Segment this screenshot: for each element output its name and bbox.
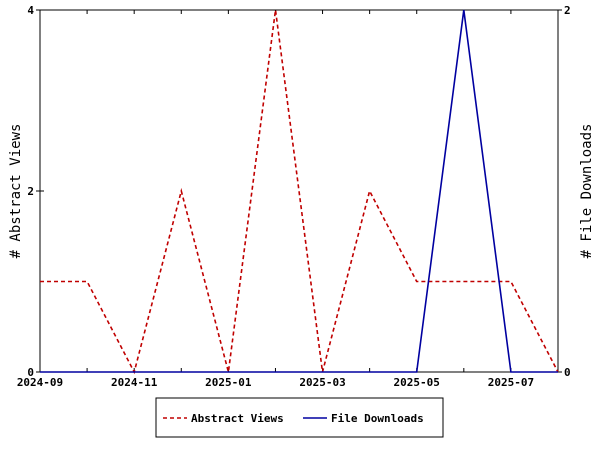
series-line-file-downloads xyxy=(40,9,558,373)
x-tick-label: 2025-05 xyxy=(394,376,440,389)
y-axis-right-title: # File Downloads xyxy=(579,124,595,259)
x-tick-label: 2025-03 xyxy=(299,376,345,389)
legend-label-file-downloads: File Downloads xyxy=(331,412,424,425)
plot-area xyxy=(39,9,559,373)
x-tick-label: 2024-09 xyxy=(17,376,63,389)
y-right-tick-label: 0 xyxy=(564,366,571,379)
legend-label-abstract-views: Abstract Views xyxy=(191,412,284,425)
y-right-tick-label: 2 xyxy=(564,4,571,17)
x-tick-label: 2025-01 xyxy=(205,376,252,389)
legend: Abstract Views File Downloads xyxy=(155,397,444,438)
x-tick-label: 2024-11 xyxy=(111,376,158,389)
y-left-tick-label: 0 xyxy=(27,366,34,379)
y-axis-left-title: # Abstract Views xyxy=(8,124,24,259)
y-left-tick-label: 4 xyxy=(27,4,34,17)
legend-box xyxy=(155,397,444,438)
x-axis: 2024-09 2024-11 2025-01 2025-03 2025-05 2025-… xyxy=(17,10,559,389)
x-tick-label: 2025-07 xyxy=(488,376,534,389)
series-line-abstract-views xyxy=(40,9,559,375)
series-layer xyxy=(40,9,559,375)
y-left-tick-label: 2 xyxy=(27,185,34,198)
